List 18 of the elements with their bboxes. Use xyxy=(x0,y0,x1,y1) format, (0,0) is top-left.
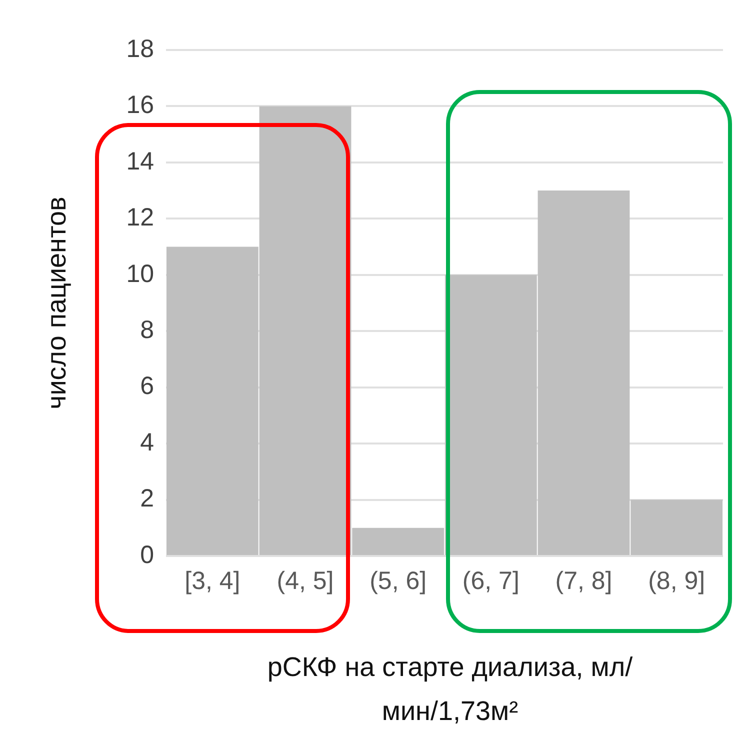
y-tick-label: 14 xyxy=(126,147,154,176)
y-tick-label: 0 xyxy=(140,540,154,569)
y-tick-label: 16 xyxy=(126,91,154,120)
y-tick-label: 6 xyxy=(140,372,154,400)
y-tick-label: 2 xyxy=(140,484,154,513)
y-tick-label: 10 xyxy=(126,260,154,288)
y-tick-label: 8 xyxy=(140,316,154,344)
x-tick-label: (5, 6] xyxy=(370,566,427,595)
x-tick-label: (7, 8] xyxy=(555,566,612,595)
x-tick-label: (4, 5] xyxy=(276,566,334,595)
y-axis-title: число пациентов xyxy=(42,196,72,410)
y-tick-label: 18 xyxy=(126,34,154,63)
x-tick-label: [3, 4] xyxy=(184,566,240,595)
y-tick-label: 4 xyxy=(140,428,154,456)
y-tick-label: 12 xyxy=(126,204,154,232)
x-axis-title: рСКФ на старте диализа, мл/мин/1,73м² xyxy=(266,651,634,728)
x-tick-label: (8, 9] xyxy=(648,566,706,595)
x-tick-label: (6, 7] xyxy=(462,566,520,595)
